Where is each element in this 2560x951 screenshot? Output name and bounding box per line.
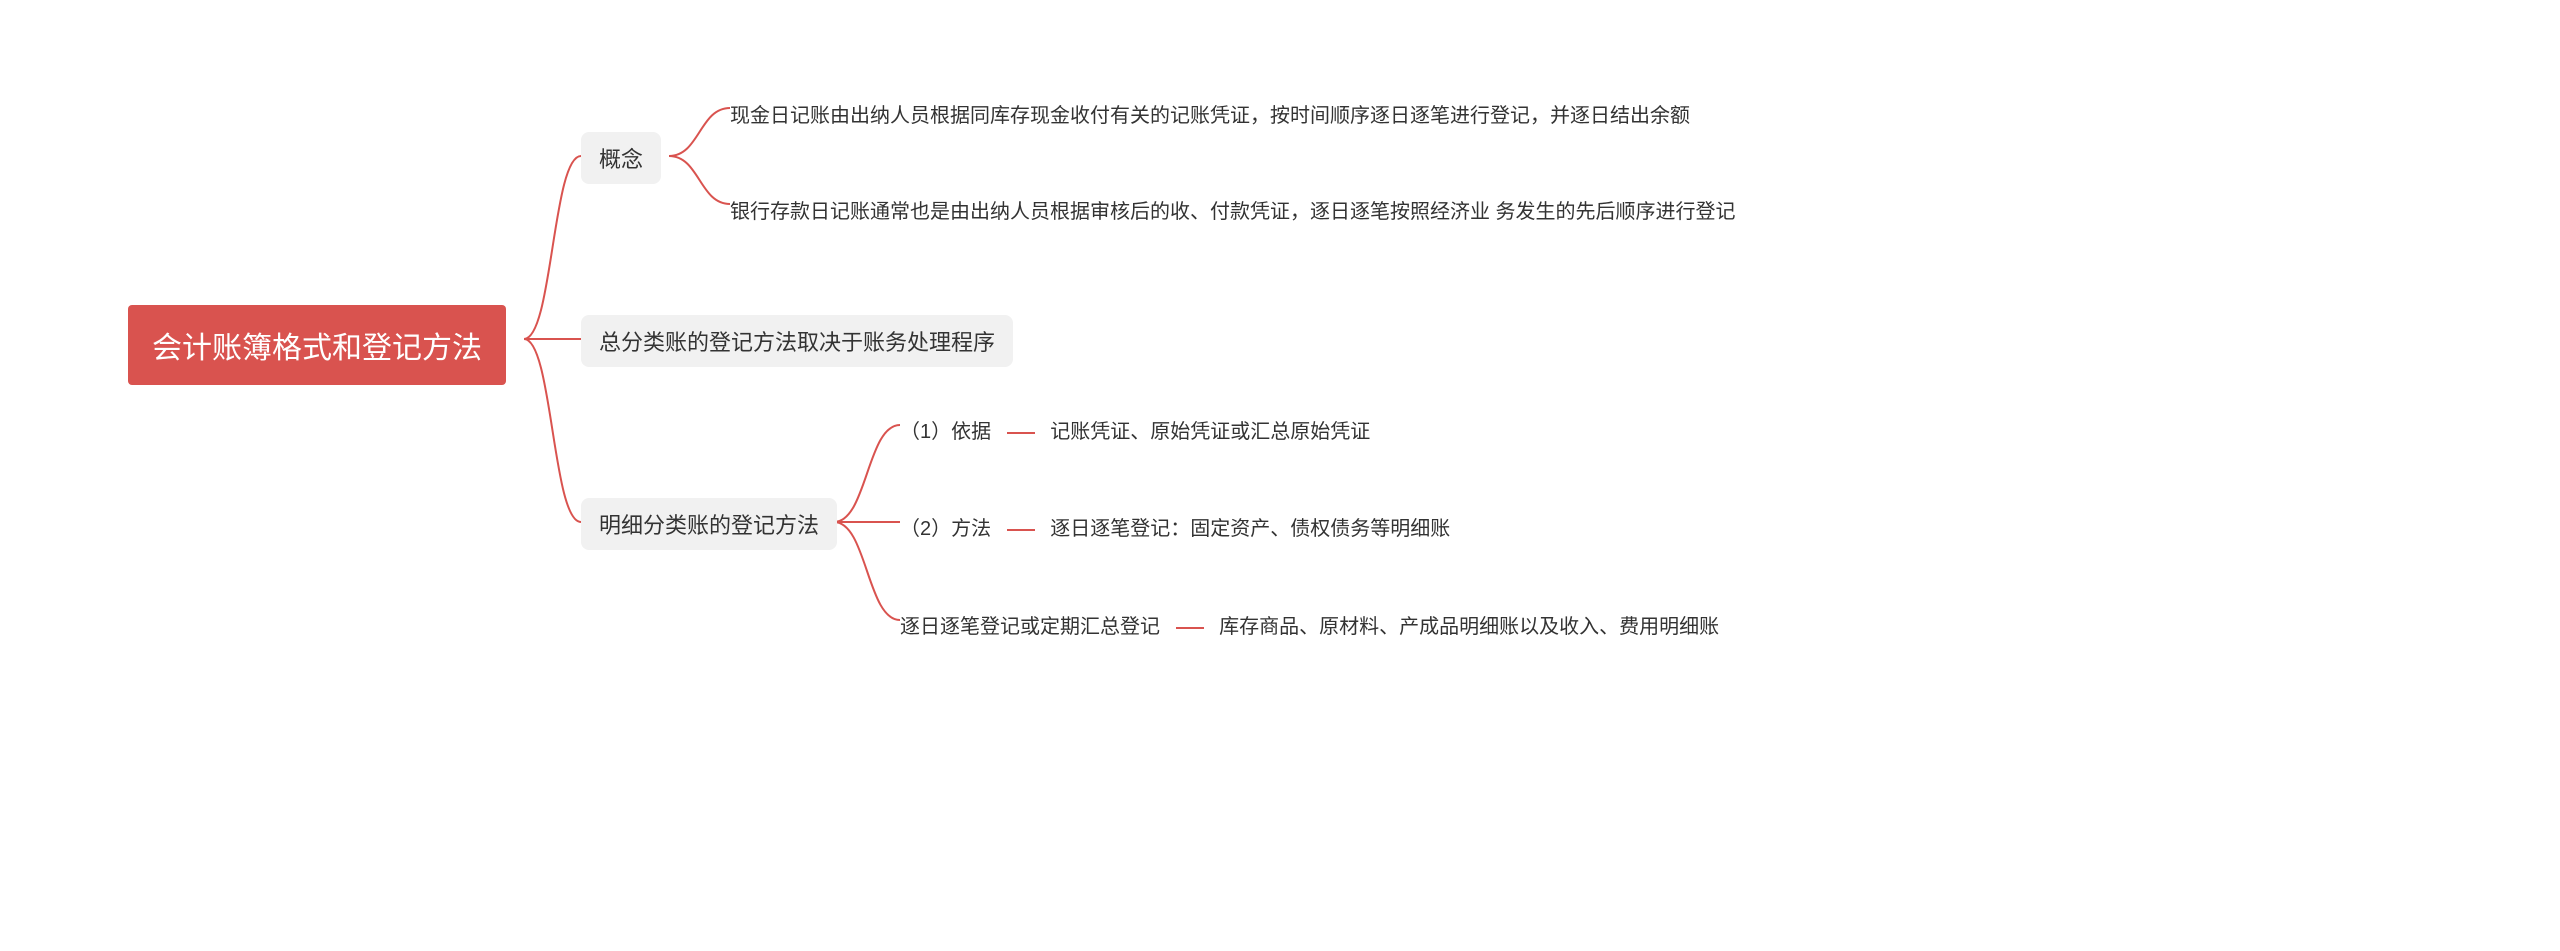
leaf-sub-2: （2）方法 逐日逐笔登记：固定资产、债权债务等明细账 — [900, 508, 1450, 545]
sep-icon — [1007, 432, 1035, 433]
leaf-sub-1-val: 记账凭证、原始凭证或汇总原始凭证 — [1050, 421, 1370, 443]
branch-concept: 概念 — [581, 132, 661, 184]
leaf-sub-3-val: 库存商品、原材料、产成品明细账以及收入、费用明细账 — [1219, 616, 1719, 638]
leaf-sub-1-key: （1）依据 — [900, 421, 991, 443]
root-node: 会计账簿格式和登记方法 — [128, 305, 506, 385]
leaf-concept-2: 银行存款日记账通常也是由出纳人员根据审核后的收、付款凭证，逐日逐笔按照经济业 务… — [730, 191, 1736, 228]
branch-subsidiary-ledger: 明细分类账的登记方法 — [581, 498, 837, 550]
sep-icon — [1007, 529, 1035, 530]
leaf-sub-2-val: 逐日逐笔登记：固定资产、债权债务等明细账 — [1050, 518, 1450, 540]
mindmap-container: 会计账簿格式和登记方法 概念 现金日记账由出纳人员根据同库存现金收付有关的记账凭… — [0, 0, 2560, 951]
leaf-sub-3-key: 逐日逐笔登记或定期汇总登记 — [900, 616, 1160, 638]
leaf-concept-1: 现金日记账由出纳人员根据同库存现金收付有关的记账凭证，按时间顺序逐日逐笔进行登记… — [730, 95, 1690, 132]
connectors-svg — [0, 0, 2560, 951]
leaf-sub-1: （1）依据 记账凭证、原始凭证或汇总原始凭证 — [900, 411, 1370, 448]
sep-icon — [1176, 627, 1204, 628]
leaf-sub-3: 逐日逐笔登记或定期汇总登记 库存商品、原材料、产成品明细账以及收入、费用明细账 — [900, 606, 1719, 643]
branch-general-ledger: 总分类账的登记方法取决于账务处理程序 — [581, 315, 1013, 367]
leaf-sub-2-key: （2）方法 — [900, 518, 991, 540]
